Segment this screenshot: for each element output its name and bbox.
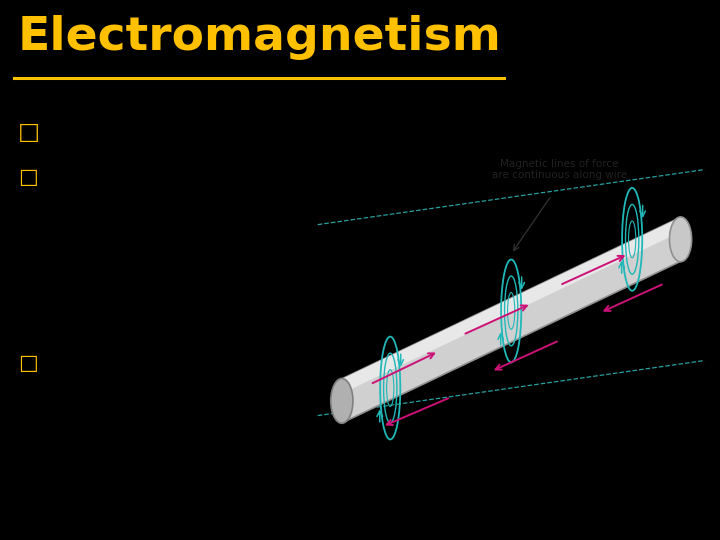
Text: end which becomes the N-: end which becomes the N-: [79, 446, 468, 474]
Ellipse shape: [330, 379, 353, 423]
Text: flow in the solenoid.: flow in the solenoid.: [79, 306, 373, 334]
Text: pole.: pole.: [79, 492, 150, 520]
Text: Magnetic lines of force
are continuous along wire: Magnetic lines of force are continuous a…: [492, 159, 627, 180]
Text: direction indicating  the: direction indicating the: [79, 399, 426, 427]
Text: □: □: [18, 353, 38, 373]
Text: Right-hand Rule.: Right-hand Rule.: [48, 120, 325, 148]
Polygon shape: [342, 217, 680, 394]
Text: – the thumb will point in: – the thumb will point in: [48, 353, 402, 381]
Polygon shape: [342, 217, 680, 423]
Text: Electromagnetism: Electromagnetism: [18, 15, 502, 60]
Text: □: □: [18, 120, 40, 144]
Text: direction of the current: direction of the current: [79, 260, 416, 288]
Text: – Wrap the fingers around: – Wrap the fingers around: [48, 167, 427, 195]
Text: the coil form in the: the coil form in the: [79, 213, 357, 241]
Text: □: □: [18, 167, 38, 187]
Ellipse shape: [670, 217, 692, 262]
